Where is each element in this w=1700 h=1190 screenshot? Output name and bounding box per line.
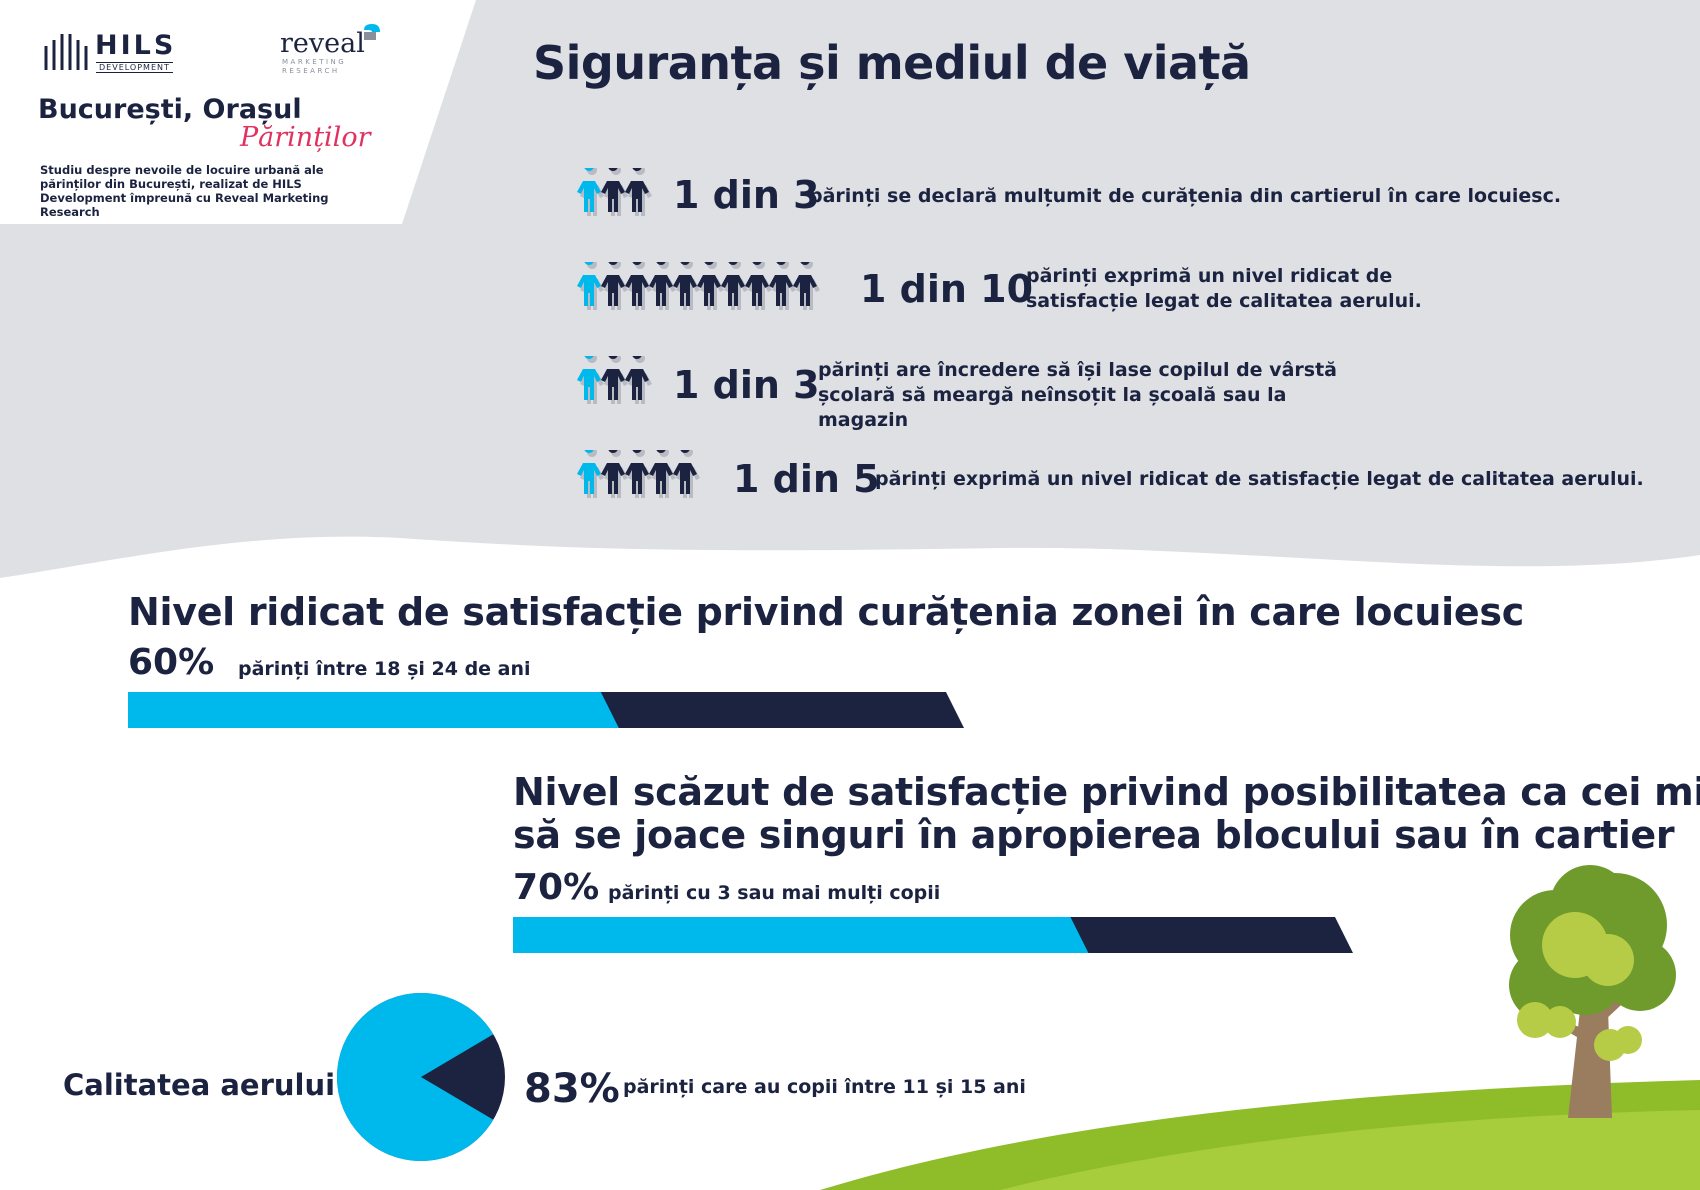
person-icon [625,443,652,498]
people-icons-row-2 [575,255,827,318]
reveal-logo-subtitle: MARKETING RESEARCH [282,58,347,75]
person-icon [625,255,652,310]
person-icon [601,255,628,310]
stat-ratio-3: 1 din 3 [673,363,820,407]
person-icon-highlighted [577,255,604,310]
stat-ratio-1: 1 din 3 [673,173,820,217]
person-icon [625,349,652,404]
person-icon-highlighted [577,161,604,216]
section2-percent: 70% [513,867,600,908]
stat-text-4: părinți exprimă un nivel ridicat de sati… [875,468,1644,490]
person-icon [673,255,700,310]
stat-text-1: părinți se declară mulțumit de curățenia… [809,185,1562,207]
grass-hill-highlight [1000,1110,1700,1190]
person-icon-highlighted [577,443,604,498]
page-title: Siguranța și mediul de viață [533,36,1251,90]
person-icon [769,255,796,310]
section2-text: părinți cu 3 sau mai mulți copii [608,882,941,904]
person-icon [745,255,772,310]
air-quality-pie [337,993,505,1161]
stat-text-2: părinți exprimă un nivel ridicat de sati… [1026,265,1422,312]
reveal-mark-icon [364,24,380,40]
person-icon [649,443,676,498]
section3-percent: 83% [524,1066,620,1112]
person-icon [721,255,748,310]
hils-logo-subtitle: DEVELOPMENT [96,62,173,73]
study-description: Studiu despre nevoile de locuire urbană … [40,163,329,219]
stat-ratio-4: 1 din 5 [733,457,880,501]
section3-label: Calitatea aerului [63,1068,336,1102]
people-icons-row-4 [575,443,707,506]
section2-bar-fill [513,917,1089,953]
person-icon [649,255,676,310]
section1-bar [128,692,964,728]
section2-bar [513,917,1353,953]
person-icon-highlighted [577,349,604,404]
person-icon [793,255,820,310]
campaign-title: București, Orașul [38,94,302,125]
section1-text: părinți între 18 și 24 de ani [238,658,531,680]
stat-text-3: părinți are încredere să își lase copilu… [818,359,1337,431]
person-icon [625,161,652,216]
hils-logo: HILS [95,30,177,61]
section1-title: Nivel ridicat de satisfacție privind cur… [128,590,1524,634]
people-icons-row-3 [575,349,659,412]
person-icon [601,161,628,216]
pie-slice-main [337,993,494,1161]
hils-building-icon [44,34,88,70]
section1-bar-fill [128,692,619,728]
person-icon [697,255,724,310]
section3-text: părinți care au copii între 11 și 15 ani [623,1076,1026,1098]
header-white-card [0,0,476,224]
section2-title-line1: Nivel scăzut de satisfacție privind posi… [513,770,1700,814]
people-icons-row-1 [575,161,659,224]
person-icon [601,443,628,498]
person-icon [673,443,700,498]
campaign-title-accent: Părinților [240,122,371,153]
person-icon [601,349,628,404]
stat-ratio-2: 1 din 10 [860,267,1034,311]
section2-title-line2: să se joace singuri în apropierea blocul… [513,813,1675,857]
section1-percent: 60% [128,642,215,683]
reveal-logo: reveal [280,28,365,59]
tree-illustration [1509,865,1676,1118]
